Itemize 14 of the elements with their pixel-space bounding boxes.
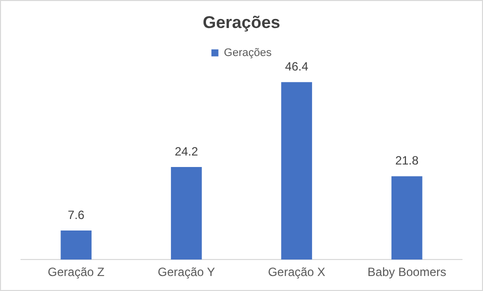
data-label: 21.8 — [395, 154, 419, 168]
bar — [391, 176, 422, 260]
x-tick-label: Geração Y — [158, 265, 215, 280]
data-label: 46.4 — [284, 59, 309, 74]
bar — [60, 230, 92, 260]
x-tick-label: Geração Z — [48, 265, 104, 280]
x-tick-label: Baby Boomers — [368, 265, 446, 280]
bar — [281, 82, 312, 260]
bar — [170, 167, 202, 260]
data-label: 7.6 — [68, 208, 85, 222]
legend-label: Gerações — [224, 46, 272, 59]
x-tick-label: Geração X — [268, 265, 326, 280]
chart-title: Gerações — [202, 12, 280, 32]
data-label: 24.2 — [174, 144, 198, 158]
